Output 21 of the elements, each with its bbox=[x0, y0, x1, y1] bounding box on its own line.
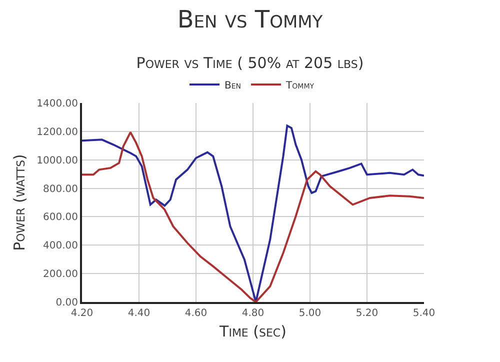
x-tick-label: 4.20 bbox=[70, 308, 94, 319]
chart-title: Ben vs Tommy bbox=[177, 6, 324, 34]
y-tick-label: 0.00 bbox=[56, 298, 78, 308]
x-tick-label: 5.00 bbox=[298, 308, 322, 319]
y-tick-label: 1400.00 bbox=[36, 98, 78, 110]
y-tick-label: 1200.00 bbox=[36, 126, 78, 138]
x-tick-label: 4.40 bbox=[128, 308, 150, 319]
x-tick-label: 4.60 bbox=[184, 308, 208, 319]
y-tick-label: 1000.00 bbox=[36, 155, 78, 166]
chart-subtitle: Power vs Time ( 50% at 205 lbs) bbox=[136, 54, 364, 72]
y-axis-title: Power (watts) bbox=[10, 154, 28, 251]
x-axis-title: Time (sec) bbox=[218, 322, 286, 340]
x-tick-label: 5.40 bbox=[412, 308, 436, 319]
y-tick-label: 200.00 bbox=[43, 269, 78, 280]
legend-label: Tommy bbox=[285, 80, 315, 92]
y-tick-label: 800.00 bbox=[43, 184, 78, 195]
x-tick-label: 5.20 bbox=[356, 308, 378, 319]
y-tick-label: 400.00 bbox=[43, 240, 78, 252]
legend-label: Ben bbox=[224, 80, 242, 92]
x-tick-label: 4.80 bbox=[242, 308, 264, 319]
y-tick-label: 600.00 bbox=[43, 212, 78, 224]
